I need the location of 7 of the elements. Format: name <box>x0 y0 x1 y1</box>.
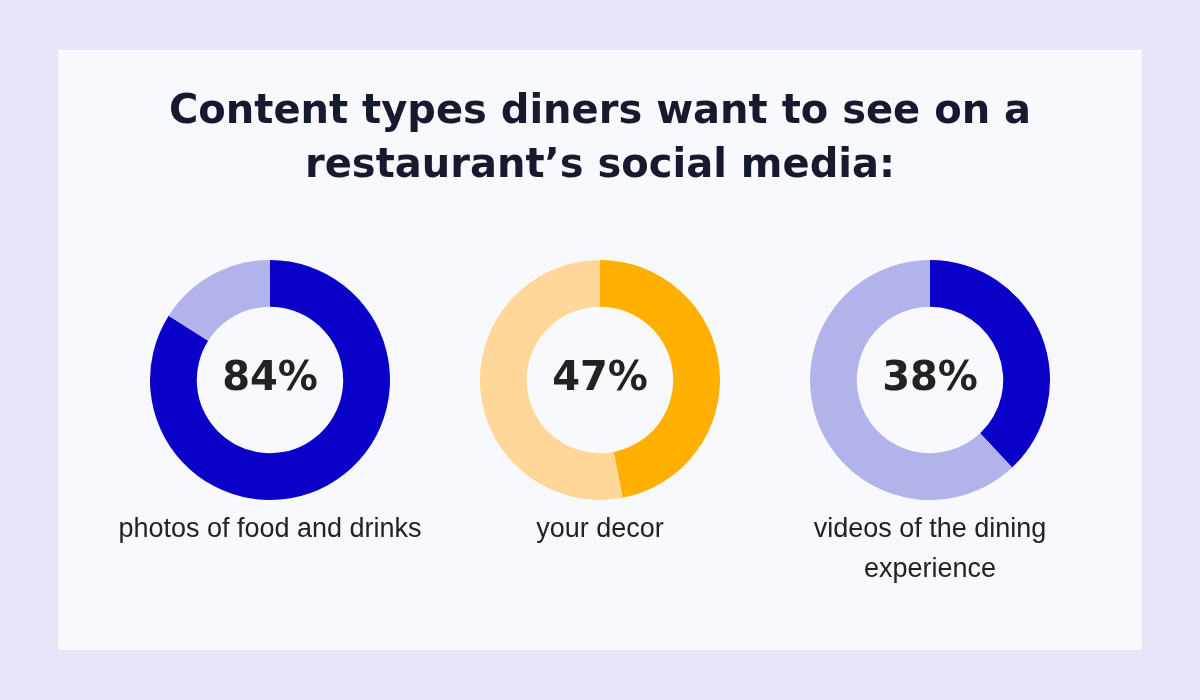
text: Content types diners want to see on a restaurant’s social media: <box>167 85 1033 188</box>
text: videos of the dining experience <box>812 512 1048 585</box>
text: your decor <box>535 512 665 545</box>
data-label: 38% <box>882 353 978 400</box>
data-label: 47% <box>552 353 648 400</box>
data-label: 84% <box>222 353 318 400</box>
text: photos of food and drinks <box>117 512 423 545</box>
